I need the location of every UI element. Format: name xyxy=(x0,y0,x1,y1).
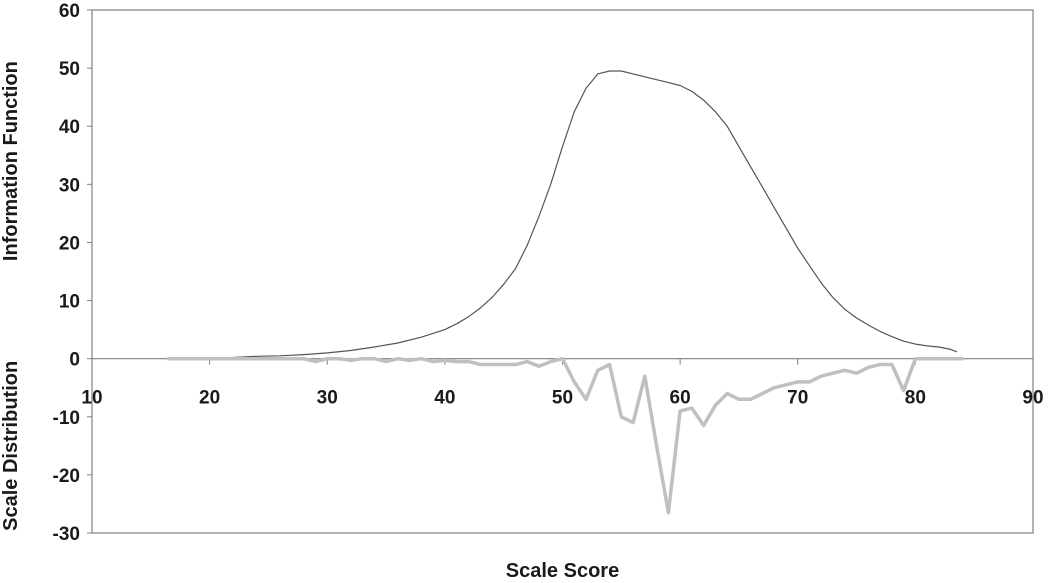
y-tick-label: 10 xyxy=(59,292,80,313)
series-layer xyxy=(166,70,965,515)
y-tick-label: 20 xyxy=(59,233,80,254)
y-tick-label: 40 xyxy=(59,117,80,138)
x-tick-label: 80 xyxy=(905,388,926,409)
y-axis-ticks: -30 -20 -10 0 10 20 30 40 50 60 xyxy=(53,1,92,545)
y-tick-label: 0 xyxy=(69,350,80,371)
plot-area-border xyxy=(91,9,1034,534)
x-axis-title: Scale Score xyxy=(506,560,619,582)
y-tick-label: 50 xyxy=(59,59,80,80)
x-tick-label: 60 xyxy=(670,388,691,409)
x-tick-label: 20 xyxy=(199,388,220,409)
x-tick-label: 90 xyxy=(1022,388,1043,409)
x-axis-ticks: 10 20 30 40 50 60 70 80 90 xyxy=(81,358,1044,409)
x-tick-label: 40 xyxy=(434,388,455,409)
y-tick-label: 30 xyxy=(59,175,80,196)
x-tick-label: 30 xyxy=(317,388,338,409)
y-tick-label: 60 xyxy=(59,1,80,22)
y-tick-label: -30 xyxy=(53,524,80,545)
plot-frame xyxy=(91,9,1034,534)
y-axis-title-lower: Scale Distribution xyxy=(0,361,22,531)
x-tick-label: 50 xyxy=(552,388,573,409)
y-tick-label: -10 xyxy=(53,408,80,429)
x-tick-label: 70 xyxy=(787,388,808,409)
series-line-1 xyxy=(167,70,958,360)
series-line-2 xyxy=(166,356,965,515)
y-axis-title-upper: Information Function xyxy=(0,61,22,261)
y-tick-label: -20 xyxy=(53,466,80,487)
x-tick-label: 10 xyxy=(81,388,102,409)
